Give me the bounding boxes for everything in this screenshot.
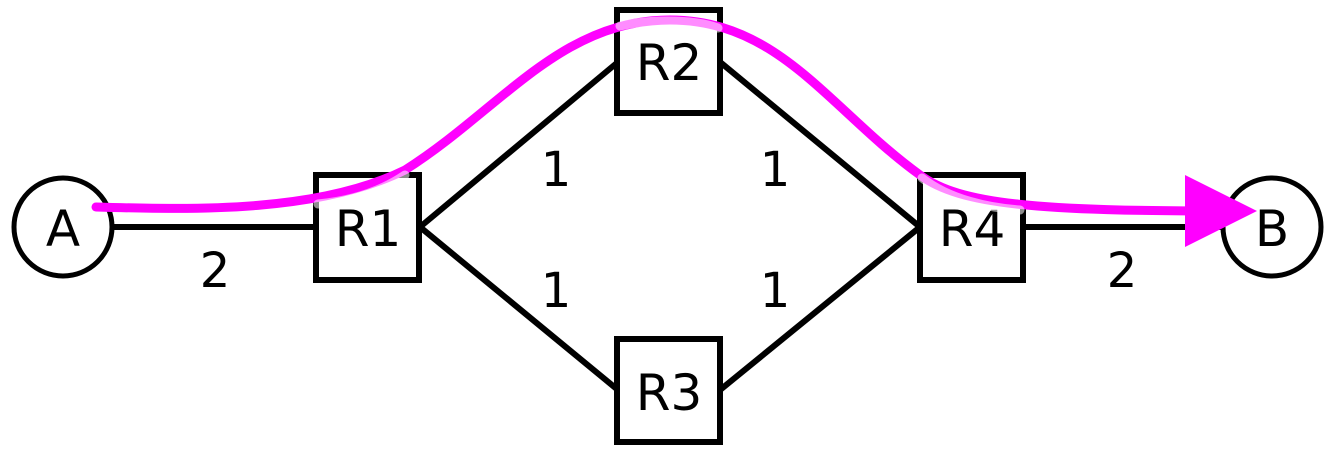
link-r2-r4 xyxy=(718,59,922,230)
host-b: B xyxy=(1220,175,1324,279)
cost-r3-r4: 1 xyxy=(760,263,791,319)
link-r1-r2 xyxy=(418,59,620,230)
cost-r1-r3: 1 xyxy=(541,263,572,319)
link-r3-r4 xyxy=(718,224,922,393)
host-a-label: A xyxy=(46,200,80,258)
host-b-label: B xyxy=(1255,200,1289,258)
cost-r1-r2: 1 xyxy=(541,142,572,198)
router-r3: R3 xyxy=(614,336,723,445)
highlighted-route-overlap-r2 xyxy=(615,16,723,33)
router-r2-label: R2 xyxy=(636,34,703,92)
cost-r2-r4: 1 xyxy=(760,142,791,198)
cost-r4-b: 2 xyxy=(1107,243,1138,299)
router-r3-box xyxy=(614,336,723,445)
host-a-circle xyxy=(11,175,115,279)
host-a: A xyxy=(11,175,115,279)
cost-a-r1: 2 xyxy=(200,243,231,299)
highlighted-route-overlap-r4 xyxy=(917,173,1025,215)
link-r1-r3 xyxy=(418,224,620,393)
highlighted-route-overlap-r1 xyxy=(313,170,410,209)
router-r3-label: R3 xyxy=(636,364,703,422)
router-r1-label: R1 xyxy=(335,200,402,258)
